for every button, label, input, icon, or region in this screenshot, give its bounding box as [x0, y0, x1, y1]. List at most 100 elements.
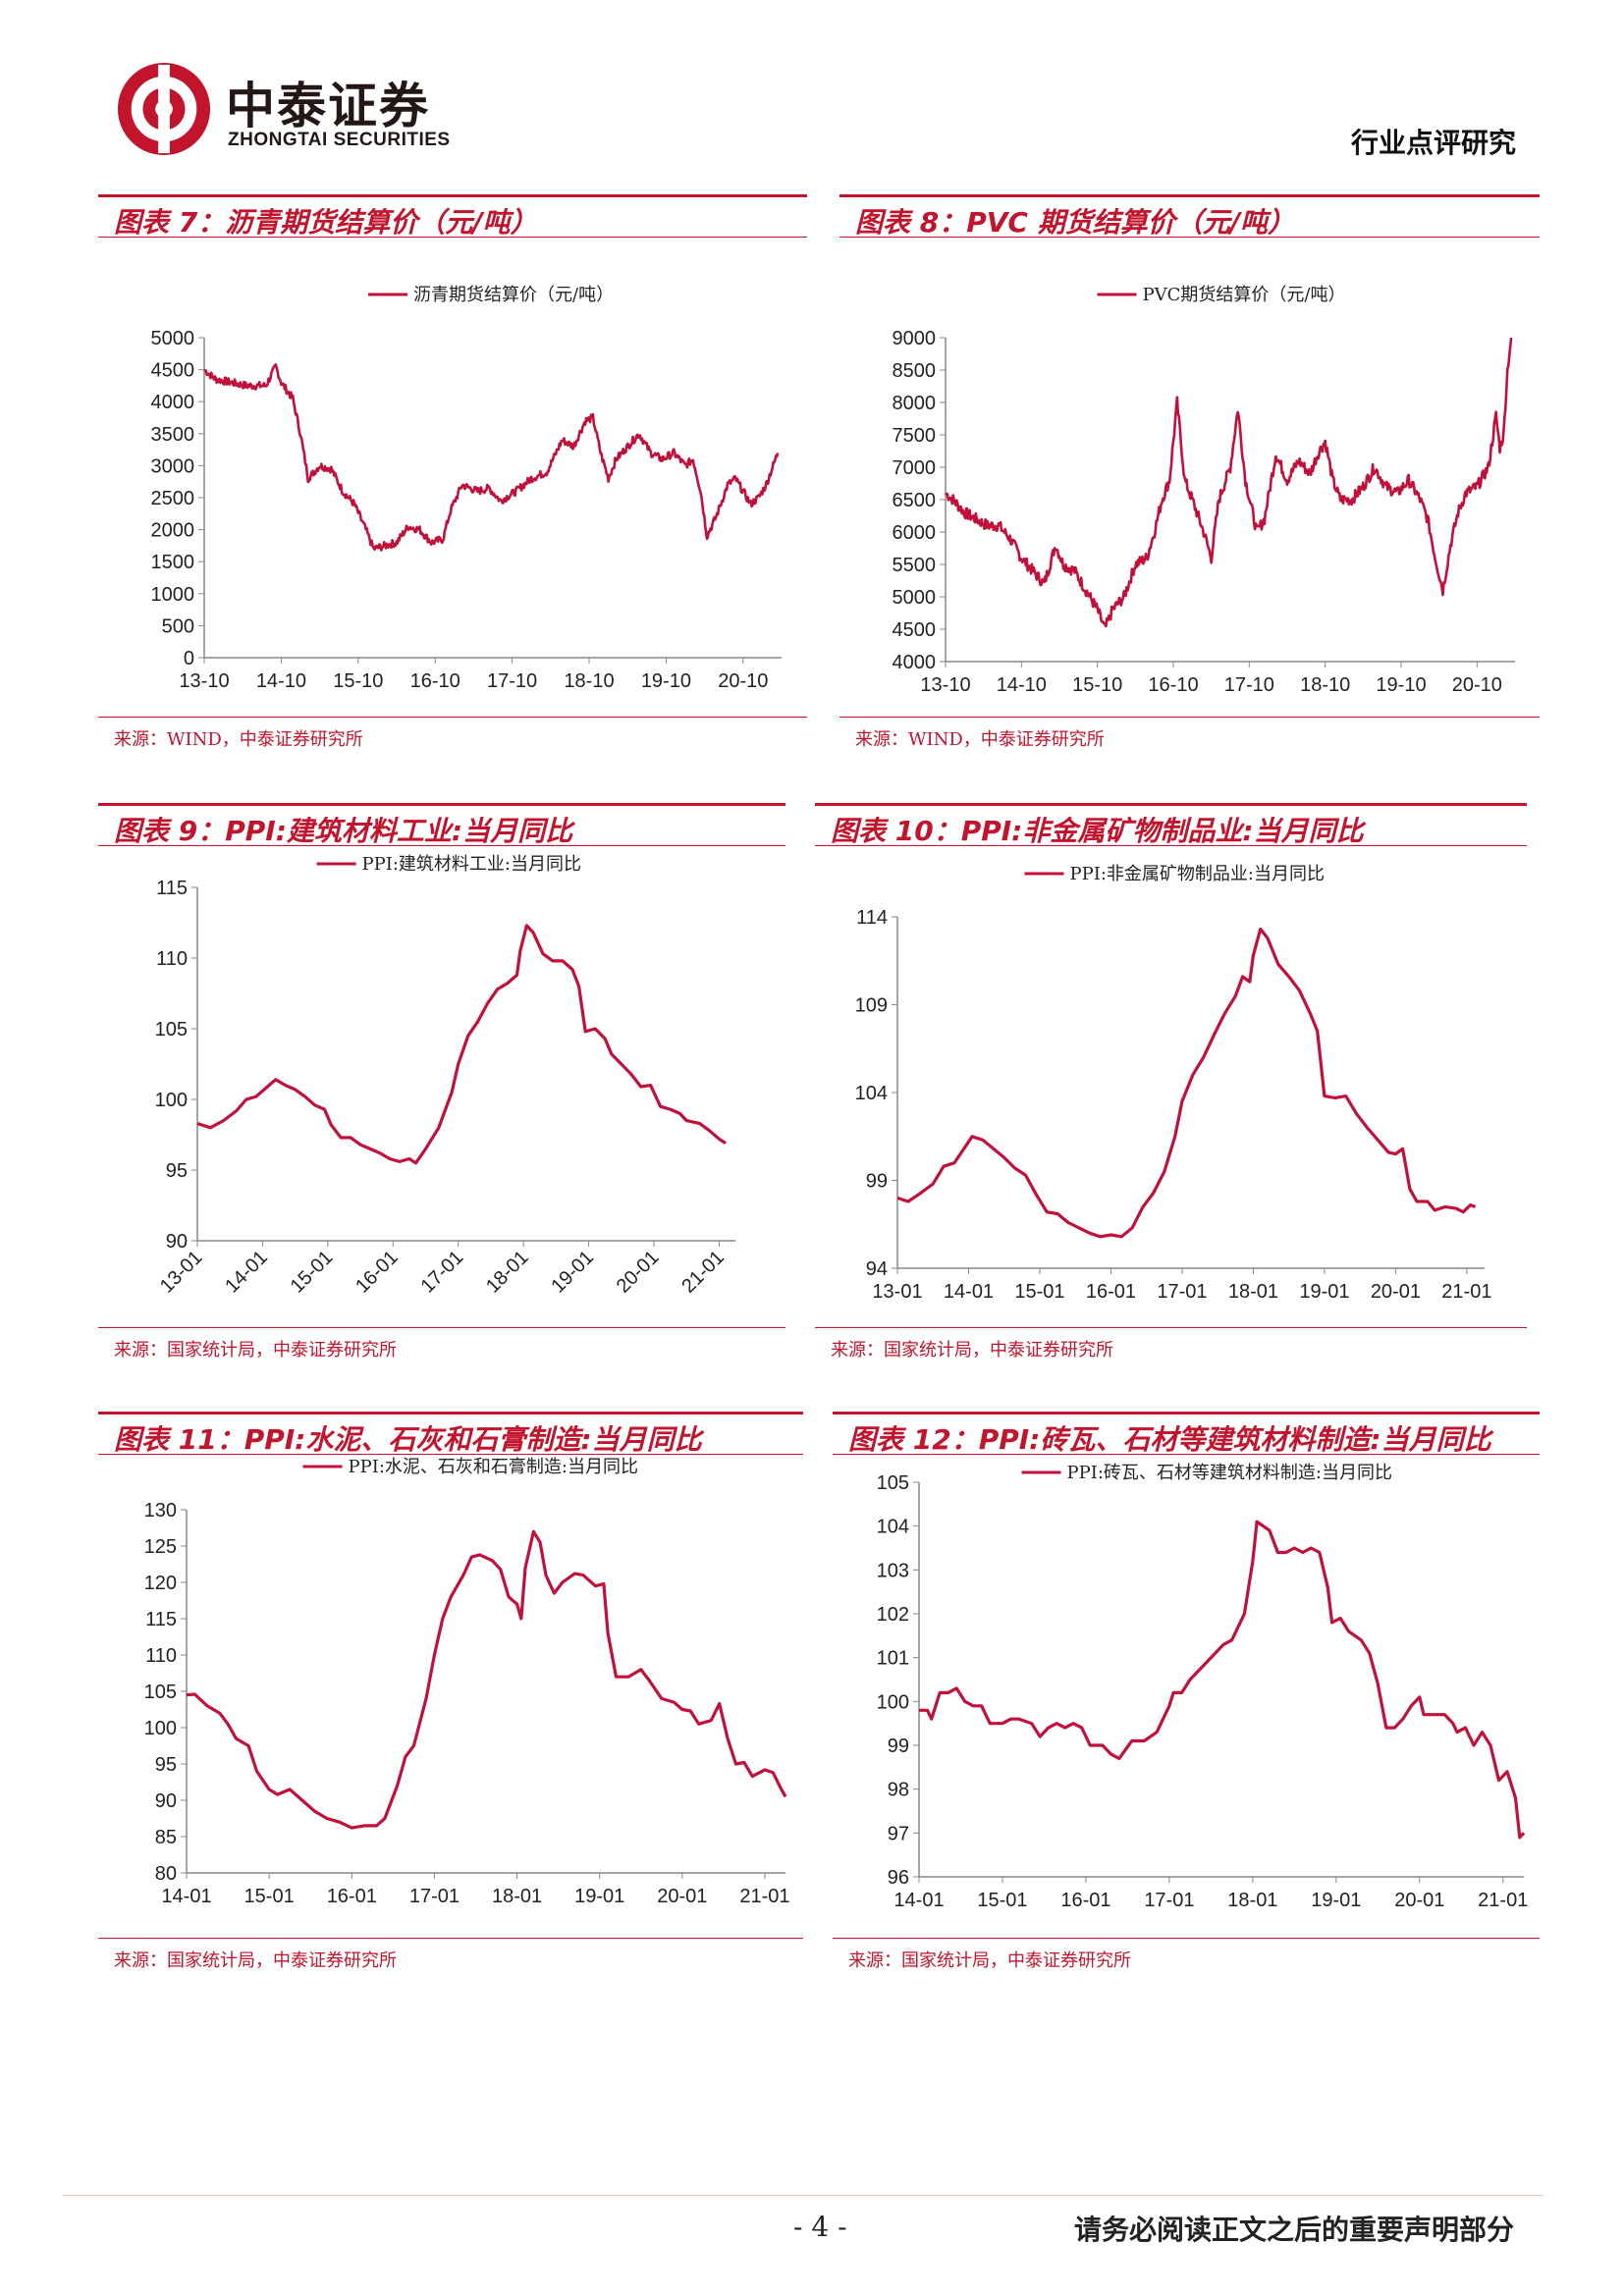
chart-title-9: 图表 9：PPI:建筑材料工业:当月同比: [98, 803, 785, 847]
y-tick-label: 98: [888, 1780, 909, 1801]
y-tick-label: 115: [145, 1609, 177, 1630]
x-tick-label: 20-01: [1371, 1281, 1421, 1303]
y-tick-label: 90: [155, 1790, 177, 1812]
page-number: - 4 -: [793, 2211, 847, 2243]
y-tick-label: 105: [877, 1472, 909, 1494]
y-tick-label: 104: [877, 1517, 909, 1538]
chart-9: PPI:建筑材料工业:当月同比 90 95 100 105 110 115 13-01 14-0…: [155, 854, 735, 1298]
y-tick-label: 8000: [893, 393, 937, 414]
x-tick-label: 18-01: [492, 1886, 542, 1907]
x-tick-label: 18-01: [482, 1247, 533, 1298]
chart-panel-12: 图表 12：PPI:砖瓦、石材等建筑材料制造:当月同比 PPI:砖瓦、石材等建筑…: [833, 1412, 1540, 1981]
x-tick-label: 14-10: [997, 674, 1047, 696]
x-tick-label: 13-10: [920, 674, 970, 696]
chart-7: 沥青期货结算价（元/吨） 0 500 1000 1500 2000 2500 3000 3500…: [151, 285, 782, 692]
chart-legend: 沥青期货结算价（元/吨）: [368, 285, 614, 305]
x-tick-label: 17-01: [1144, 1890, 1194, 1911]
chart-title-text: 图表 8：PVC 期货结算价（元/吨）: [855, 206, 1295, 239]
y-tick-label: 2000: [151, 520, 195, 542]
y-tick-label: 95: [166, 1160, 188, 1182]
y-tick-label: 99: [866, 1171, 888, 1193]
x-tick-label: 15-01: [1014, 1281, 1064, 1303]
y-tick-label: 8500: [893, 360, 937, 382]
chart-title-11: 图表 11：PPI:水泥、石灰和石膏制造:当月同比: [98, 1412, 803, 1456]
chart-12: PPI:砖瓦、石材等建筑材料制造:当月同比 96 97 98 99 100 101 102 10…: [877, 1463, 1529, 1911]
chart-legend: PVC期货结算价（元/吨）: [1097, 285, 1345, 305]
y-tick-label: 104: [855, 1083, 888, 1104]
y-tick-label: 103: [877, 1560, 909, 1581]
footer-disclaimer: 请务必阅读正文之后的重要声明部分: [1073, 2214, 1514, 2246]
y-tick-label: 85: [155, 1827, 177, 1848]
y-tick-label: 114: [856, 907, 888, 929]
chart-legend: PPI:非金属矿物制品业:当月同比: [1024, 864, 1325, 884]
chart-legend: PPI:建筑材料工业:当月同比: [316, 854, 581, 875]
series-line: [896, 927, 1477, 1239]
y-tick-label: 101: [877, 1648, 909, 1670]
y-tick-label: 1500: [151, 552, 195, 573]
x-tick-label: 15-10: [333, 670, 383, 692]
x-tick-label: 13-01: [872, 1281, 922, 1303]
chart-title-text: 图表 7：沥青期货结算价（元/吨）: [114, 206, 538, 239]
x-tick-label: 18-10: [564, 670, 614, 692]
chart-title-text: 图表 12：PPI:砖瓦、石材等建筑材料制造:当月同比: [848, 1423, 1491, 1456]
y-tick-label: 105: [155, 1019, 188, 1041]
y-tick-label: 3500: [151, 424, 195, 446]
chart-panel-7: 图表 7：沥青期货结算价（元/吨） 沥青期货结算价（元/吨） 0 500 1000 15…: [98, 194, 807, 760]
y-tick-label: 94: [866, 1258, 888, 1280]
y-tick-label: 4500: [893, 619, 937, 641]
y-tick-label: 7500: [893, 425, 937, 447]
x-tick-label: 16-01: [327, 1886, 377, 1907]
y-tick-label: 2500: [151, 488, 195, 509]
x-tick-label: 19-01: [1311, 1890, 1361, 1911]
x-tick-label: 17-10: [487, 670, 537, 692]
x-tick-label: 15-01: [244, 1886, 295, 1907]
y-tick-label: 96: [888, 1867, 909, 1889]
x-tick-label: 16-01: [352, 1247, 403, 1298]
chart-title-text: 图表 11：PPI:水泥、石灰和石膏制造:当月同比: [114, 1423, 702, 1456]
chart-panel-9: 图表 9：PPI:建筑材料工业:当月同比 PPI:建筑材料工业:当月同比 90 95…: [98, 803, 785, 1370]
chart-source-text: 来源：国家统计局，中泰证券研究所: [114, 1950, 397, 1971]
y-tick-label: 6000: [893, 522, 937, 544]
y-tick-label: 90: [166, 1231, 188, 1253]
x-tick-label: 19-10: [641, 670, 691, 692]
chart-source-text: 来源：国家统计局，中泰证券研究所: [114, 1340, 397, 1361]
y-tick-label: 102: [877, 1604, 909, 1626]
chart-legend: PPI:砖瓦、石材等建筑材料制造:当月同比: [1021, 1463, 1392, 1483]
y-tick-label: 4000: [893, 652, 937, 673]
y-tick-label: 97: [888, 1823, 909, 1844]
x-tick-label: 14-01: [221, 1247, 272, 1298]
chart-source-text: 来源：WIND，中泰证券研究所: [855, 729, 1105, 750]
chart-title-text: 图表 9：PPI:建筑材料工业:当月同比: [114, 815, 573, 847]
chart-panel-8: 图表 8：PVC 期货结算价（元/吨） PVC期货结算价（元/吨） 4000 450…: [839, 194, 1540, 760]
y-tick-label: 4500: [151, 360, 195, 382]
x-tick-label: 19-10: [1376, 674, 1426, 696]
y-tick-label: 80: [155, 1863, 177, 1885]
x-tick-label: 13-10: [179, 670, 229, 692]
chart-10: PPI:非金属矿物制品业:当月同比 94 99 104 109 114 13-01 14-01…: [855, 864, 1492, 1303]
y-tick-label: 120: [144, 1573, 177, 1594]
chart-source-10: 来源：国家统计局，中泰证券研究所: [815, 1327, 1527, 1366]
x-tick-label: 18-10: [1300, 674, 1350, 696]
x-tick-label: 20-01: [657, 1886, 707, 1907]
x-tick-label: 21-01: [739, 1886, 789, 1907]
x-tick-label: 14-10: [256, 670, 306, 692]
x-tick-label: 14-01: [944, 1281, 994, 1303]
y-tick-label: 109: [855, 995, 888, 1017]
y-tick-label: 5000: [151, 328, 195, 349]
legend-label: PPI:建筑材料工业:当月同比: [362, 854, 581, 875]
y-tick-label: 95: [155, 1754, 177, 1776]
series-line: [186, 1529, 787, 1830]
x-tick-label: 16-10: [1148, 674, 1198, 696]
x-tick-label: 20-01: [1394, 1890, 1444, 1911]
y-tick-label: 99: [888, 1735, 909, 1757]
legend-label: 沥青期货结算价（元/吨）: [413, 285, 614, 305]
chart-title-8: 图表 8：PVC 期货结算价（元/吨）: [839, 194, 1540, 239]
x-tick-label: 21-01: [677, 1247, 729, 1298]
y-tick-label: 4000: [151, 392, 195, 413]
y-tick-label: 500: [162, 615, 194, 637]
legend-label: PPI:非金属矿物制品业:当月同比: [1070, 864, 1325, 884]
y-tick-label: 6500: [893, 490, 937, 511]
chart-source-11: 来源：国家统计局，中泰证券研究所: [98, 1938, 803, 1977]
y-tick-label: 130: [144, 1500, 177, 1522]
x-tick-label: 20-10: [1452, 674, 1502, 696]
